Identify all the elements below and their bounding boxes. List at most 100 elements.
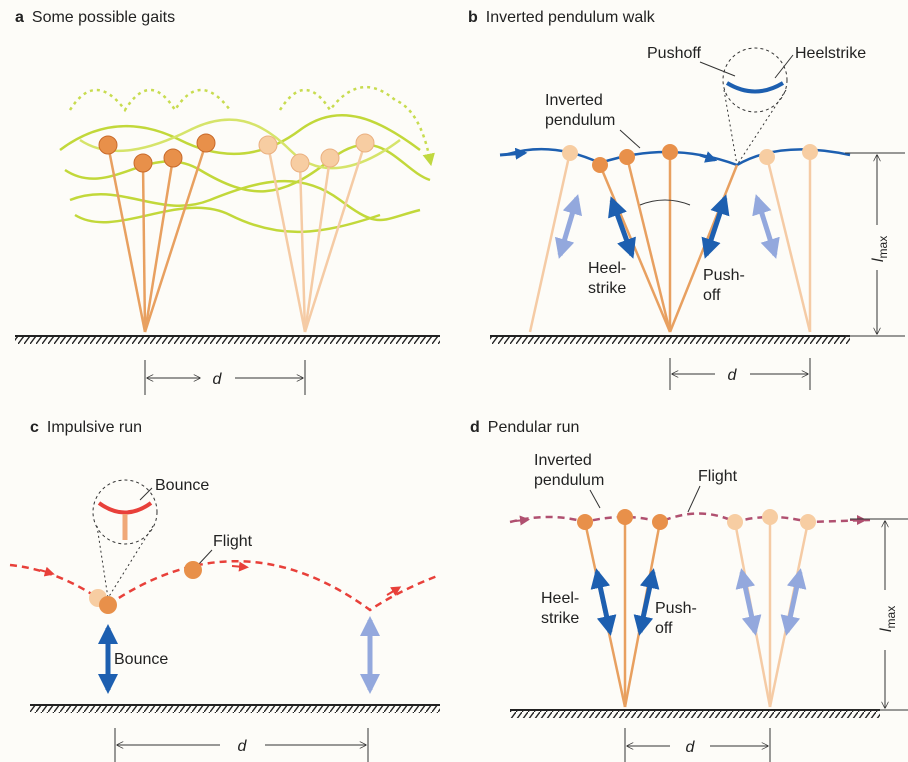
masses-part <box>134 154 152 172</box>
pendulum-label: Inverted <box>545 92 603 109</box>
ground-hatch <box>490 336 850 344</box>
masses-part <box>99 596 117 614</box>
masses-part <box>652 514 668 530</box>
legs-part <box>145 158 173 332</box>
length-label: lmax <box>870 236 890 262</box>
masses <box>562 144 818 173</box>
masses-part <box>617 509 633 525</box>
inset-part <box>700 62 735 76</box>
gait-curves <box>60 87 430 232</box>
masses-faded-part <box>321 149 339 167</box>
masses-part <box>577 514 593 530</box>
heel-strike-label: strike <box>541 610 579 627</box>
panel-title: Pendular run <box>488 419 580 436</box>
panel-letter: b <box>468 9 478 26</box>
legs <box>530 152 810 332</box>
inset-part <box>775 55 793 78</box>
panel-title: Some possible gaits <box>32 9 175 26</box>
panel-title: Impulsive run <box>47 419 142 436</box>
pendulum-label: Inverted <box>534 452 592 469</box>
distance-label: d <box>728 367 738 384</box>
gait-curves-part <box>280 87 430 160</box>
force-arrows-part <box>706 198 725 255</box>
force-arrows-part <box>640 572 653 632</box>
panel-d-part: d Pendular run <box>470 419 579 436</box>
masses-part <box>99 136 117 154</box>
push-off-label: Push- <box>655 600 697 617</box>
panel-letter: d <box>470 419 480 436</box>
inset-part <box>108 526 153 598</box>
masses-part <box>662 144 678 160</box>
gait-curves-part <box>70 90 230 110</box>
masses-faded-part <box>356 134 374 152</box>
inset-part <box>140 488 152 500</box>
flight-label: Flight <box>698 468 738 485</box>
masses-part <box>802 144 818 160</box>
direction <box>500 153 525 155</box>
masses-part <box>184 561 202 579</box>
figure: aSome possible gaits d b Inverted pendulu… <box>0 0 908 762</box>
trajectory <box>10 561 440 610</box>
force-arrows-part <box>612 200 632 255</box>
ground-hatch <box>510 710 880 718</box>
length-label: lmax <box>878 606 898 632</box>
push-off-label: Push- <box>703 267 745 284</box>
heel-strike-label: strike <box>588 280 626 297</box>
masses-part <box>800 514 816 530</box>
masses-part <box>759 149 775 165</box>
force-arrows-part <box>742 572 755 632</box>
ground-hatch <box>30 705 440 713</box>
bounce-label: Bounce <box>114 651 168 668</box>
inset <box>93 480 157 598</box>
panel-title: Inverted pendulum walk <box>486 9 656 26</box>
distance-marker <box>670 358 810 390</box>
distance-label: d <box>238 738 248 755</box>
masses-part <box>164 149 182 167</box>
force-arrows-part <box>787 572 800 632</box>
force-arrows-part <box>597 572 610 632</box>
direction <box>232 566 244 567</box>
panel-b-part: b Inverted pendulum walk <box>468 9 656 26</box>
leader <box>640 200 690 205</box>
legs-part <box>108 145 145 332</box>
trajectory <box>510 514 870 523</box>
leader <box>688 486 700 512</box>
direction <box>515 520 525 521</box>
masses <box>577 509 816 530</box>
legs-part <box>143 163 145 332</box>
pendulum-label: pendulum <box>534 472 604 489</box>
panel-d: dPendular run Inverted pendulum Flight H… <box>470 419 908 762</box>
panel-b: b Inverted pendulum walk Pushoff Heelstri… <box>468 9 905 390</box>
push-off-label: off <box>655 620 673 637</box>
pushoff-label: Pushoff <box>647 45 702 62</box>
length-subscript: max <box>884 606 898 629</box>
legs-part <box>670 165 737 332</box>
distance-marker <box>625 728 770 762</box>
pendulum-label: pendulum <box>545 112 615 129</box>
masses-part <box>197 134 215 152</box>
legs-part <box>145 143 206 332</box>
inset-part <box>724 90 737 165</box>
masses-part <box>562 145 578 161</box>
length-marker <box>850 519 908 710</box>
leader <box>590 490 600 508</box>
panel-a-part: aSome possible gaits <box>15 9 175 26</box>
leader <box>620 130 640 148</box>
heel-strike-label: Heel- <box>588 260 626 277</box>
inset <box>700 48 793 165</box>
push-off-label: off <box>703 287 721 304</box>
flight-label: Flight <box>213 533 253 550</box>
distance-label: d <box>213 371 223 388</box>
distance-label: d <box>686 739 696 756</box>
distance-marker <box>145 360 305 395</box>
heelstrike-label: Heelstrike <box>795 45 866 62</box>
masses-faded-part <box>259 136 277 154</box>
masses-part <box>727 514 743 530</box>
masses <box>89 561 202 614</box>
ground-hatch <box>15 336 440 344</box>
force-arrows <box>560 198 775 255</box>
inset-part <box>727 83 783 92</box>
inset-part <box>99 503 151 513</box>
